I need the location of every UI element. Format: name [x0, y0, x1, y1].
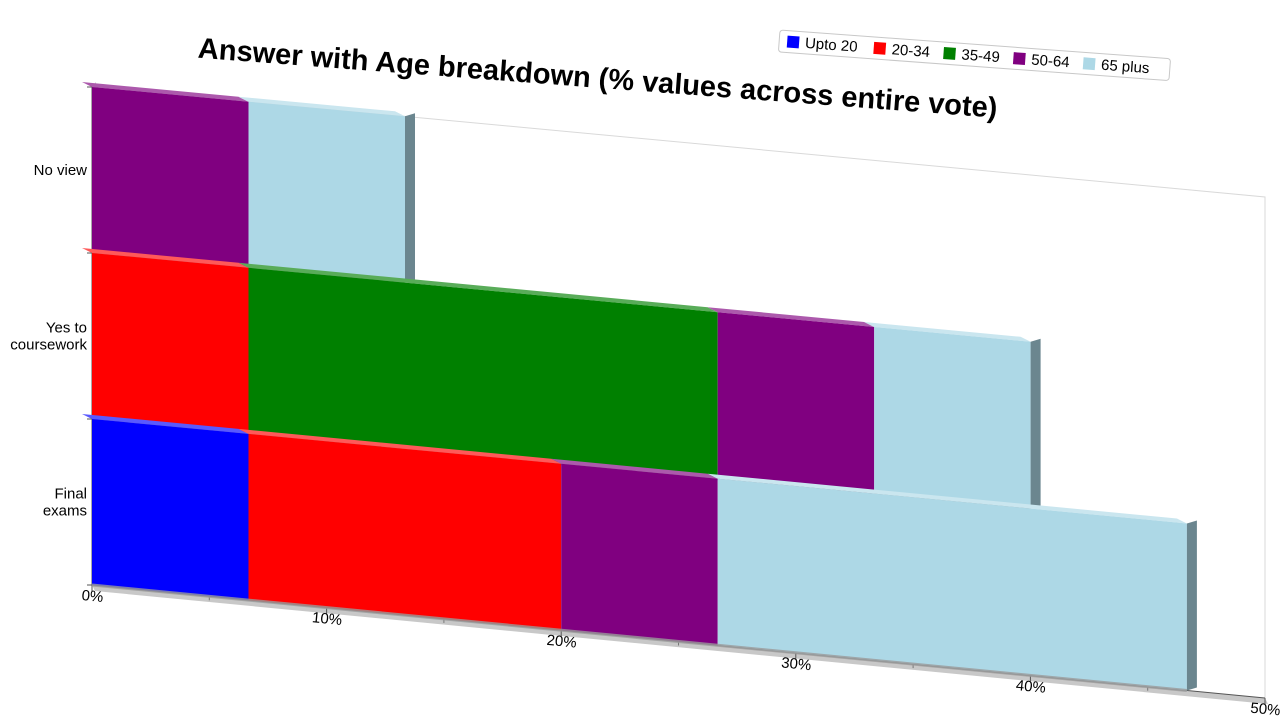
bar-50-64-yes-to-coursework: [717, 312, 875, 494]
y-category-label-no-view: No view: [34, 162, 88, 179]
bar-side-face: [1030, 338, 1041, 509]
bar-row-no-view: [82, 82, 415, 285]
bar-top-face: [238, 262, 718, 313]
legend-label-50-64: 50-64: [1031, 52, 1071, 72]
bar-50-64-final-exams: [561, 463, 718, 646]
bar-top-face: [82, 248, 249, 268]
bar-top-face: [238, 428, 562, 464]
x-tick-label: 50%: [1250, 700, 1280, 720]
bar-65-plus-final-exams: [717, 478, 1187, 691]
bar-side-face: [405, 113, 415, 283]
legend-label-20-34: 20-34: [891, 41, 931, 61]
bar-35-49-yes-to-coursework: [248, 267, 718, 479]
bar-row-separator: [91, 583, 1188, 692]
legend-swatch-20-34: [873, 41, 887, 55]
bar-top-face: [707, 473, 1187, 524]
bar-20-34-final-exams: [248, 433, 562, 631]
x-tick-label: 10%: [311, 609, 342, 629]
plot-frame: [91, 86, 1266, 698]
legend-swatch-35-49: [943, 47, 956, 60]
bar-top-face: [82, 414, 249, 434]
bar-20-34-yes-to-coursework: [92, 253, 249, 434]
legend-swatch-65-plus: [1082, 57, 1096, 71]
legend-label-upto-20: Upto 20: [804, 35, 858, 56]
bar-top-face: [707, 307, 875, 327]
bar-top-face: [82, 82, 249, 102]
y-category-label-final-exams: Final exams: [43, 486, 87, 520]
bar-row-final-exams: [82, 414, 1197, 692]
legend-label-35-49: 35-49: [961, 46, 1001, 66]
bar-top-face: [551, 458, 718, 479]
legend: Upto 20 20-34 35-49 50-64 65 plus: [778, 29, 1171, 81]
bar-65-plus-yes-to-coursework: [874, 327, 1031, 509]
legend-swatch-50-64: [1012, 52, 1026, 66]
x-tick-label: 30%: [780, 654, 811, 674]
x-tick-label: 40%: [1015, 677, 1046, 697]
legend-swatch-upto-20: [786, 35, 800, 49]
bar-65-plus-no-view: [248, 101, 405, 283]
bar-top-face: [864, 322, 1031, 342]
bar-50-64-no-view: [92, 87, 249, 268]
x-tick-label: 20%: [546, 632, 577, 652]
x-tick-label: 0%: [81, 587, 104, 606]
bar-row-yes-to-coursework: [82, 248, 1041, 511]
legend-label-65-plus: 65 plus: [1100, 57, 1149, 77]
bar-upto-20-final-exams: [92, 419, 249, 601]
bar-top-face: [238, 96, 405, 117]
y-category-label-yes-to-coursework: Yes to coursework: [10, 320, 87, 354]
bar-side-face: [1186, 520, 1197, 691]
